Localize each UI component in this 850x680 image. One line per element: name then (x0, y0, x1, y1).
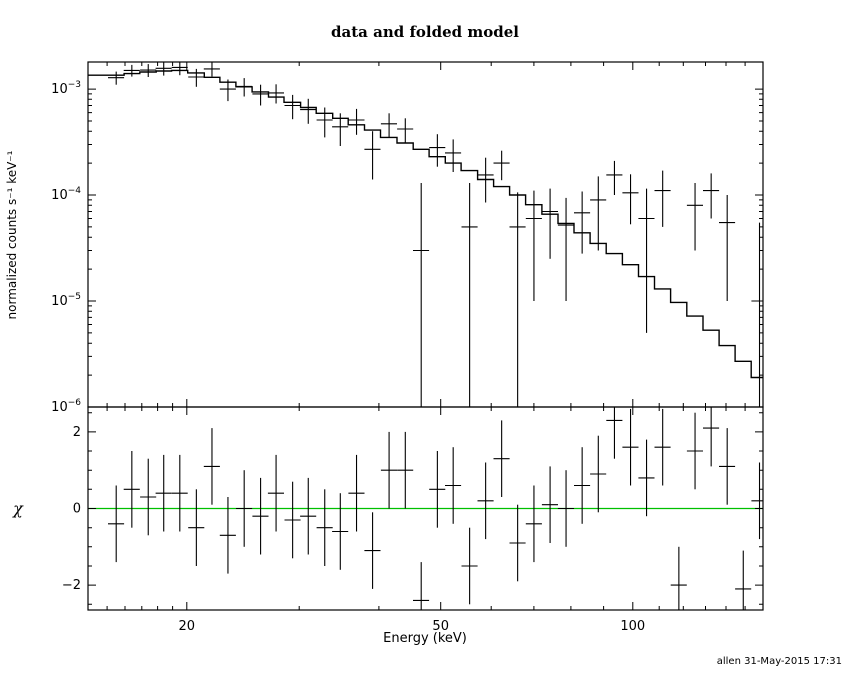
y-axis-label-chi: χ (12, 499, 24, 518)
chi-tick-label: 0 (73, 502, 81, 517)
residual-error-bars (108, 407, 763, 610)
data-error-bars (108, 62, 763, 407)
y-axis-label-counts: normalized counts s⁻¹ keV⁻¹ (5, 150, 19, 319)
model-step-line (88, 69, 763, 379)
footer-annotation: allen 31-May-2015 17:31 (717, 656, 842, 667)
plot-title: data and folded model (331, 23, 519, 41)
x-tick-label: 50 (432, 619, 449, 634)
y-tick-label: 10−4 (51, 186, 81, 203)
tick-labels: 20 50 100 10−3 10−4 10−5 10−6 −2 0 2 (51, 80, 645, 634)
chi-tick-label: 2 (73, 425, 81, 440)
y-tick-label: 10−3 (51, 80, 81, 97)
axis-ticks (88, 62, 763, 610)
chi-tick-label: −2 (62, 578, 81, 593)
x-tick-label: 100 (620, 619, 645, 634)
x-axis-label: Energy (keV) (383, 631, 467, 646)
x-tick-label: 20 (179, 619, 196, 634)
chart-content: 20 50 100 10−3 10−4 10−5 10−6 −2 0 2 (51, 61, 764, 634)
y-tick-label: 10−5 (51, 292, 81, 309)
y-tick-label: 10−6 (51, 398, 81, 415)
